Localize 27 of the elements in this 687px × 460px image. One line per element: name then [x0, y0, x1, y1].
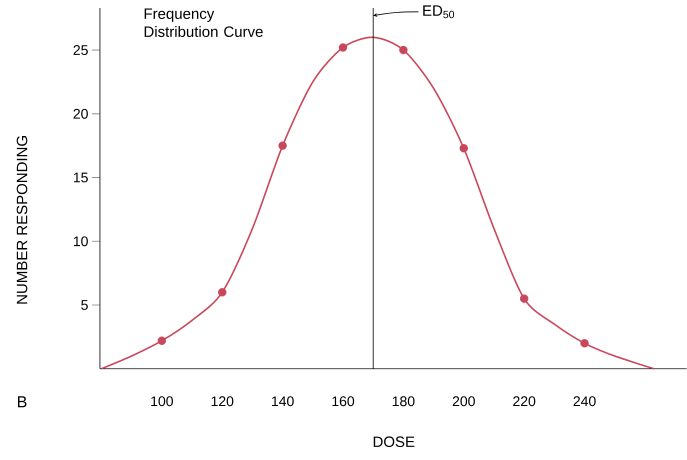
y-tick-label: 15 — [74, 172, 88, 183]
point — [278, 142, 287, 150]
y-tick-label: 25 — [74, 45, 88, 56]
x-tick-label: 180 — [392, 396, 415, 406]
point — [399, 46, 408, 54]
x-tick-label: 220 — [513, 396, 536, 406]
annotation: Frequency Distribution Curve — [144, 8, 263, 38]
text: B — [18, 396, 26, 408]
y-tick-label: 5 — [81, 300, 88, 310]
point — [460, 144, 468, 153]
line-series — [100, 36, 655, 370]
y-tick-label: 20 — [74, 108, 88, 119]
x-tick-label: 240 — [574, 396, 596, 406]
y-tick-label: 10 — [74, 236, 88, 246]
point — [580, 339, 589, 348]
x-tick-label: 160 — [332, 396, 354, 406]
point — [218, 288, 226, 297]
point — [520, 294, 528, 303]
x-tick-label: 200 — [452, 396, 475, 406]
point — [158, 336, 166, 346]
point — [338, 43, 348, 52]
x-axis-title: DOSE — [374, 436, 414, 448]
x-tick-label: 120 — [212, 396, 234, 406]
x-tick-label: 100 — [151, 396, 173, 406]
x-tick-label: 140 — [272, 396, 294, 406]
ref-line-label: ED$_{50}$ — [423, 6, 454, 18]
y-axis-title: NUMBER RESPONDING — [16, 136, 28, 304]
